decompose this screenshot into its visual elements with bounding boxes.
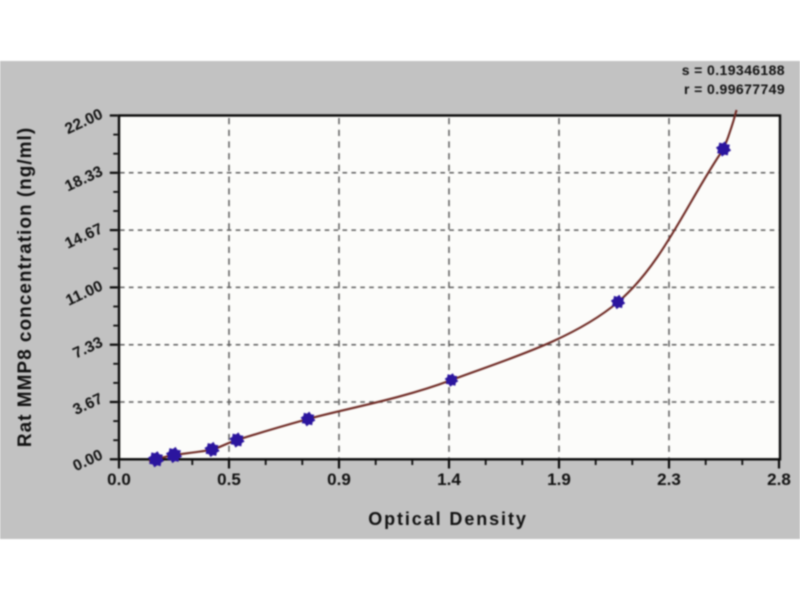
svg-text:r = 0.99677749: r = 0.99677749 (684, 81, 785, 97)
svg-text:s = 0.19346188: s = 0.19346188 (682, 62, 785, 78)
svg-text:0.5: 0.5 (217, 470, 241, 489)
svg-text:2.3: 2.3 (657, 470, 681, 489)
svg-text:1.9: 1.9 (547, 470, 571, 489)
svg-text:2.8: 2.8 (767, 470, 791, 489)
svg-text:1.4: 1.4 (437, 470, 461, 489)
svg-text:0.0: 0.0 (107, 470, 131, 489)
svg-text:Rat MMP8 concentration (ng/ml): Rat MMP8 concentration (ng/ml) (15, 127, 36, 447)
svg-text:0.9: 0.9 (327, 470, 351, 489)
svg-text:Optical Density: Optical Density (368, 509, 528, 529)
